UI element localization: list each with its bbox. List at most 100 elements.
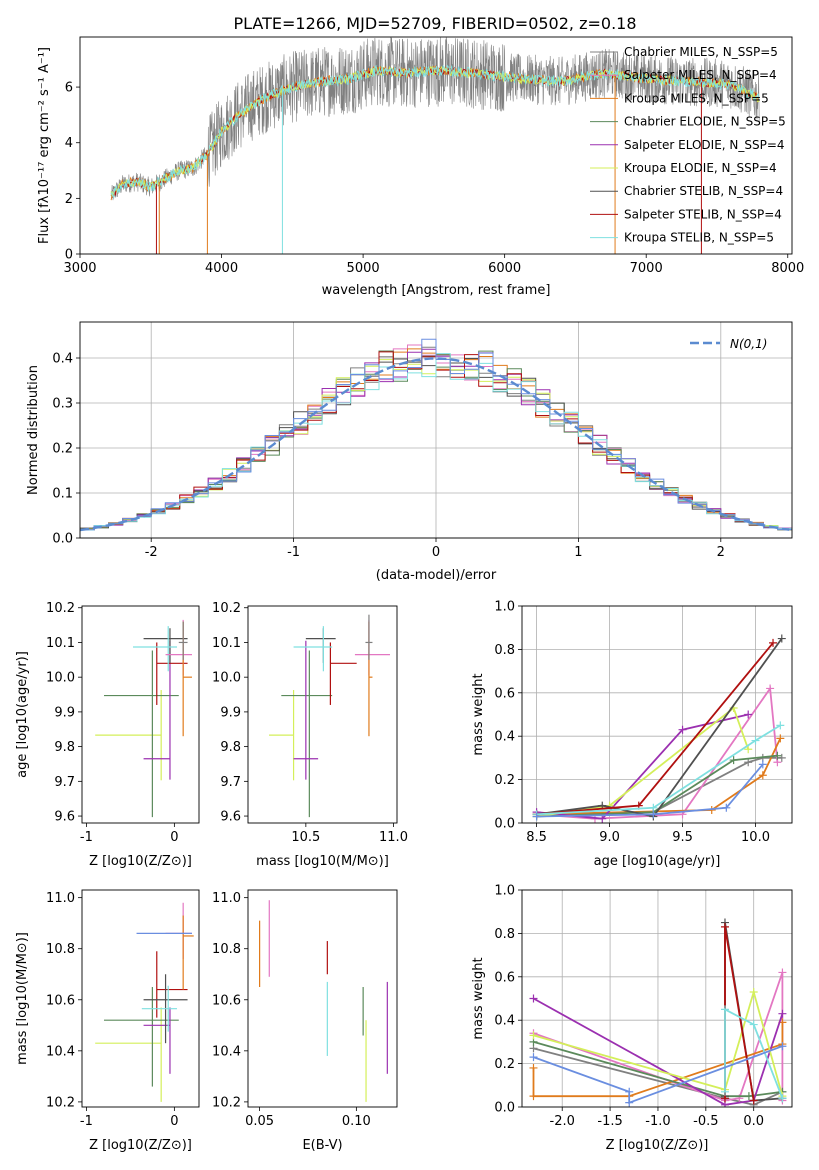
y-tick-label: 4 xyxy=(65,136,73,151)
y-axis-label: mass weight xyxy=(471,673,486,755)
y-tick-label: 9.9 xyxy=(54,705,75,720)
marker xyxy=(749,1096,758,1105)
legend-entry: Salpeter MILES, N_SSP=4 xyxy=(624,68,777,82)
errorbar-Salpeter MILES xyxy=(354,619,390,676)
y-tick-label: 10.2 xyxy=(46,601,75,616)
legend-entry: Kroupa MILES, N_SSP=5 xyxy=(624,91,769,105)
marker xyxy=(778,1094,787,1103)
x-axis-label: wavelength [Angstrom, rest frame] xyxy=(322,283,551,298)
y-tick-label: 0.4 xyxy=(494,1014,515,1029)
x-tick-label: 7000 xyxy=(630,261,663,276)
axes-frame xyxy=(81,605,200,824)
y-tick-label: 10.0 xyxy=(46,671,75,686)
y-tick-label: 1.0 xyxy=(494,884,515,899)
x-tick-label: -1 xyxy=(80,830,93,845)
y-tick-label: 0.3 xyxy=(52,397,73,412)
x-tick-label: 8000 xyxy=(771,261,804,276)
legend-entry: N(0,1) xyxy=(730,337,767,351)
errorbar-Chabrier STELIB xyxy=(143,628,188,663)
series-Kroupa ELODIE xyxy=(529,987,787,1101)
marker xyxy=(529,994,538,1003)
errorbar-Salpeter STELIB xyxy=(156,951,188,1018)
y-tick-label: 0.0 xyxy=(494,817,515,832)
legend-entry: Salpeter STELIB, N_SSP=4 xyxy=(624,207,782,221)
errorbar-Chabrier STELIB xyxy=(305,628,336,663)
y-axis-label: mass [log10(M/M⊙)] xyxy=(15,932,30,1065)
y-tick-label: 2 xyxy=(65,192,73,207)
series-Chabrier MILES xyxy=(110,37,760,201)
marker xyxy=(778,968,787,977)
x-axis-label: (data-model)/error xyxy=(376,568,497,583)
axes-frame xyxy=(79,36,793,255)
y-tick-label: 1.0 xyxy=(494,600,515,615)
errorbar-Kroupa STELIB xyxy=(141,985,178,1032)
y-tick-label: 0.1 xyxy=(52,487,73,502)
y-tick-label: 10.1 xyxy=(46,636,75,651)
y-tick-label: 10.2 xyxy=(212,1095,241,1110)
series-blue xyxy=(532,760,767,821)
y-tick-label: 10.2 xyxy=(46,1095,75,1110)
marker xyxy=(749,987,758,996)
x-tick-label: 9.5 xyxy=(672,830,693,845)
y-tick-label: 6 xyxy=(65,81,73,96)
marker xyxy=(773,751,782,760)
y-tick-label: 10.6 xyxy=(212,993,241,1008)
marker xyxy=(532,812,541,821)
marker xyxy=(777,634,786,643)
x-tick-label: 0 xyxy=(170,830,178,845)
marker xyxy=(720,1005,729,1014)
series-Salpeter MILES xyxy=(532,684,782,823)
x-tick-label: 0 xyxy=(170,1114,178,1129)
y-tick-label: 10.0 xyxy=(212,671,241,686)
legend-entry: Salpeter ELODIE, N_SSP=4 xyxy=(624,138,785,152)
y-tick-label: 10.4 xyxy=(212,1044,241,1059)
y-tick-label: 0.6 xyxy=(494,970,515,985)
marker xyxy=(776,734,785,743)
x-tick-label: -1 xyxy=(80,1114,93,1129)
y-tick-label: 9.8 xyxy=(220,740,241,755)
axes-frame xyxy=(521,889,793,1108)
marker xyxy=(758,771,767,780)
y-axis-label: Flux [fλ10⁻¹⁷ erg cm⁻² s⁻¹ A⁻¹] xyxy=(37,47,52,244)
y-tick-label: 0.0 xyxy=(494,1101,515,1116)
marker xyxy=(778,1042,787,1051)
marker xyxy=(720,1087,729,1096)
y-axis-label: mass weight xyxy=(471,957,486,1039)
errorbar-Kroupa ELODIE xyxy=(95,690,162,781)
y-tick-label: 11.0 xyxy=(46,891,75,906)
x-tick-label: -1 xyxy=(287,545,300,560)
marker xyxy=(766,684,775,693)
y-tick-label: 0.0 xyxy=(52,532,73,547)
marker xyxy=(529,1092,538,1101)
errorbar-Chabrier ELODIE xyxy=(103,987,179,1087)
series-Kroupa ELODIE xyxy=(110,65,760,197)
marker xyxy=(744,745,753,754)
axes-frame xyxy=(81,889,200,1108)
y-tick-label: 0.2 xyxy=(52,442,73,457)
x-tick-label: -1.0 xyxy=(645,1114,670,1129)
marker xyxy=(744,710,753,719)
y-tick-label: 9.7 xyxy=(54,775,75,790)
y-tick-label: 9.8 xyxy=(54,740,75,755)
marker xyxy=(751,736,760,745)
marker xyxy=(744,1092,753,1101)
errorbar-Kroupa ELODIE xyxy=(269,690,295,781)
figure-title: PLATE=1266, MJD=52709, FIBERID=0502, z=0… xyxy=(233,14,636,33)
y-tick-label: 0.8 xyxy=(494,643,515,658)
errorbar-Kroupa ELODIE xyxy=(95,1007,162,1102)
axes-frame xyxy=(79,321,793,539)
x-tick-label: -2 xyxy=(145,545,158,560)
y-tick-label: 10.1 xyxy=(212,636,241,651)
x-axis-label: E(B-V) xyxy=(302,1138,342,1153)
series-Kroupa STELIB xyxy=(110,64,760,200)
legend-entry: Chabrier ELODIE, N_SSP=5 xyxy=(624,115,786,129)
x-axis-label: Z [log10(Z/Z⊙)] xyxy=(89,854,192,869)
errorbar-Kroupa STELIB xyxy=(133,626,178,672)
x-tick-label: -2.0 xyxy=(550,1114,575,1129)
y-tick-label: 10.2 xyxy=(212,601,241,616)
errorbar-Chabrier ELODIE xyxy=(103,650,179,818)
y-tick-label: 0.2 xyxy=(494,773,515,788)
x-tick-label: 5000 xyxy=(347,261,380,276)
gaussian-curve xyxy=(79,357,790,532)
